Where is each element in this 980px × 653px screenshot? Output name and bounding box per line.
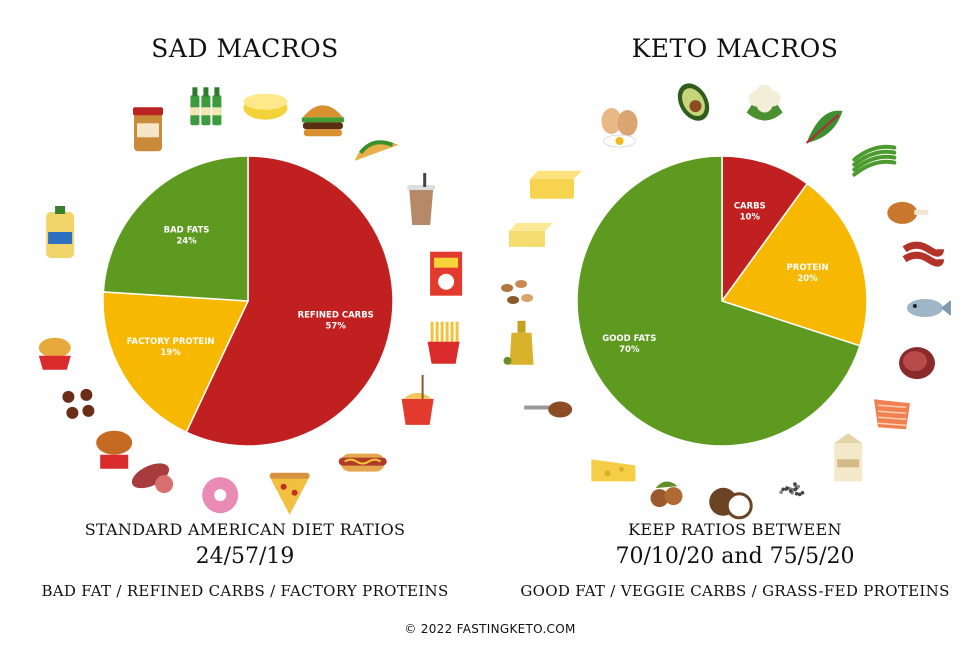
- slice-value-label: 70%: [619, 345, 640, 355]
- donut-icon: [202, 477, 239, 514]
- pie-slice-factory-protein: [102, 291, 250, 434]
- slice-label: GOOD FATS: [602, 334, 656, 344]
- sad-caption-legend: BAD FAT / REFINED CARBS / FACTORY PROTEI…: [41, 582, 449, 600]
- fried-chicken-icon: [96, 430, 133, 469]
- bacon-icon: [902, 241, 944, 267]
- slice-value-label: 19%: [160, 348, 181, 358]
- hotdog-icon: [338, 453, 387, 472]
- soda-bottles-icon: [190, 87, 222, 126]
- salami-icon: [131, 463, 174, 494]
- meatballs-icon: [62, 388, 95, 419]
- slice-value-label: 20%: [797, 274, 818, 284]
- burger-icon: [301, 105, 344, 137]
- slice-value-label: 57%: [326, 322, 347, 332]
- peanut-butter-icon: [133, 107, 163, 152]
- keto-caption-legend: GOOD FAT / VEGGIE CARBS / GRASS-FED PROT…: [520, 582, 950, 600]
- cheese-icon: [591, 459, 636, 482]
- steak-icon: [899, 347, 935, 380]
- sad-macros-panel: SAD MACROS REFINED CARBS 57% FACTORY PROTE…: [0, 0, 490, 620]
- slice-label: BAD FATS: [164, 226, 210, 236]
- pie-slice-good-fats: [576, 155, 861, 447]
- margarine-icon: [243, 93, 288, 120]
- sad-caption-ratio: 24/57/19: [195, 544, 295, 569]
- nuggets-icon: [38, 337, 71, 370]
- slice-value-label: 24%: [176, 237, 197, 247]
- chicken-leg-icon: [887, 201, 929, 224]
- slice-label: FACTORY PROTEIN: [127, 337, 215, 347]
- cauliflower-icon: [746, 84, 783, 121]
- slice-label: CARBS: [734, 202, 766, 212]
- green-beans-icon: [852, 144, 897, 177]
- pie-slice-refined-carbs: [185, 155, 394, 447]
- nut-butter-spoon-icon: [524, 401, 573, 418]
- noodles-icon: [401, 374, 434, 425]
- pie-slice-carbs: [721, 155, 809, 304]
- hazelnuts-icon: [650, 481, 683, 508]
- keto-chart-title: KETO MACROS: [631, 34, 839, 63]
- keto-macros-panel: KETO MACROS CARBS 10% PROTEIN 20% GOOD FATS 7…: [490, 0, 980, 620]
- sad-caption-heading: STANDARD AMERICAN DIET RATIOS: [84, 520, 406, 539]
- mixed-nuts-icon: [501, 280, 534, 304]
- butter-block-icon: [509, 222, 553, 247]
- copyright-footer: © 2022 FASTINGKETO.COM: [404, 622, 576, 636]
- slice-label: REFINED CARBS: [298, 311, 374, 321]
- butter-icon: [530, 170, 582, 199]
- keto-caption-ratio: 70/10/20 and 75/5/20: [615, 544, 855, 569]
- olive-oil-icon: [503, 320, 534, 365]
- sad-chart-title: SAD MACROS: [151, 34, 339, 63]
- coconut-icon: [709, 487, 753, 520]
- chia-seeds-icon: [779, 482, 805, 497]
- cooking-oil-icon: [46, 206, 75, 258]
- fries-icon: [427, 321, 460, 364]
- eggs-icon: [601, 108, 638, 148]
- pie-slice-protein: [720, 182, 868, 347]
- cream-icon: [834, 433, 863, 482]
- iced-coffee-icon: [407, 173, 436, 225]
- avocado-icon: [677, 83, 710, 121]
- slice-label: PROTEIN: [787, 263, 829, 273]
- chard-icon: [805, 110, 843, 144]
- keto-caption-heading: KEEP RATIOS BETWEEN: [628, 520, 842, 539]
- cereal-box-icon: [430, 251, 463, 296]
- taco-icon: [354, 140, 399, 161]
- salmon-icon: [874, 399, 910, 430]
- slice-value-label: 10%: [740, 213, 761, 223]
- fish-icon: [906, 299, 951, 317]
- pie-slice-bad-fats: [102, 155, 249, 302]
- pizza-icon: [269, 472, 310, 515]
